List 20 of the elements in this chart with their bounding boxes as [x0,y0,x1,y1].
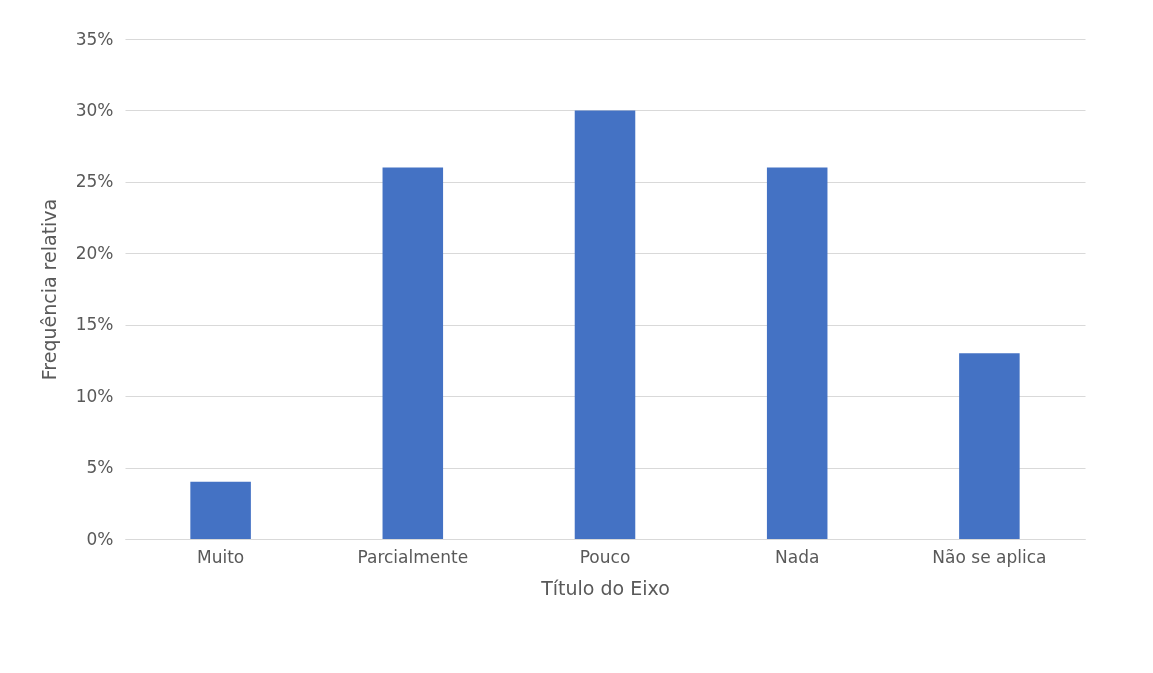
y-tick-label: 25% [75,171,114,192]
bar [574,110,636,539]
y-tick-label: 30% [75,99,114,120]
y-tick-label: 20% [75,242,114,263]
y-tick-label: 5% [86,457,114,478]
y-tick-label: 15% [75,314,114,335]
x-tick-label: Parcialmente [357,546,469,567]
bar [382,167,444,539]
bar [190,481,251,539]
y-axis-title: Frequência relativa [37,198,60,381]
bar [959,353,1020,539]
y-tick-label: 0% [86,528,114,549]
x-tick-label: Muito [197,546,245,567]
y-tick-label: 35% [75,28,114,49]
x-tick-label: Nada [775,546,820,567]
x-tick-label: Não se aplica [932,546,1047,567]
y-tick-label: 10% [75,385,114,406]
bar [766,167,828,539]
x-axis-title: Título do Eixo [540,576,670,599]
x-tick-label: Pouco [579,546,631,567]
